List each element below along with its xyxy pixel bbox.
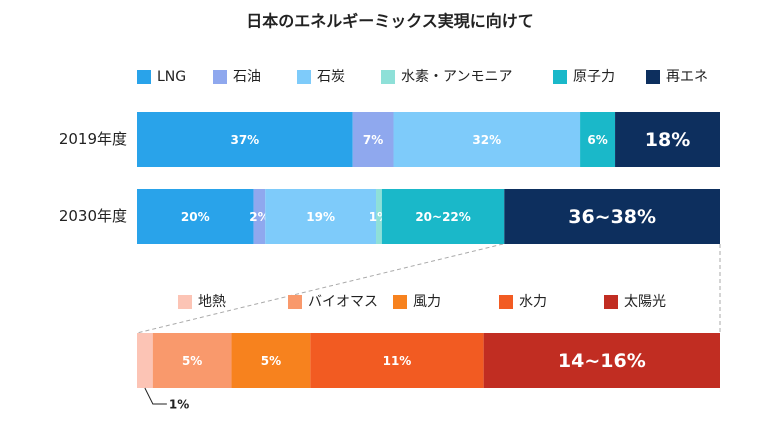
legend-label: 水力	[519, 294, 547, 310]
legend-label: 風力	[413, 294, 441, 310]
value-label: 36~38%	[568, 206, 656, 228]
legend-swatch	[393, 295, 407, 309]
bar-segment	[152, 333, 232, 388]
value-label: 20%	[181, 210, 210, 224]
legend-swatch	[178, 295, 192, 309]
bar-segment	[310, 333, 484, 388]
bar-segment	[615, 112, 720, 167]
bar-segment	[137, 189, 254, 244]
bar-segment	[137, 112, 353, 167]
value-label: 1%	[169, 398, 189, 412]
legend-label: LNG	[157, 69, 186, 85]
legend-swatch	[604, 295, 618, 309]
legend-label: バイオマス	[308, 294, 378, 310]
leader-line	[144, 387, 167, 405]
connector	[136, 243, 504, 334]
value-label: 37%	[230, 133, 259, 147]
bar-segment	[352, 112, 394, 167]
value-label: 14~16%	[558, 350, 646, 372]
bar-segment	[253, 189, 266, 244]
bar-segment	[376, 189, 382, 244]
legend-label: 石油	[233, 69, 261, 85]
bar-segment	[381, 189, 505, 244]
value-label: 32%	[472, 133, 501, 147]
value-label: 18%	[645, 129, 690, 151]
bar-segment	[580, 112, 616, 167]
legend-label: 石炭	[317, 69, 345, 85]
legend-label: 再エネ	[666, 69, 708, 85]
value-label: 11%	[383, 354, 412, 368]
value-label: 20~22%	[415, 210, 470, 224]
legend-label: 水素・アンモニア	[401, 69, 512, 85]
chart-title: 日本のエネルギーミックス実現に向けて	[246, 12, 534, 31]
value-label: 6%	[587, 133, 607, 147]
bar-segment	[231, 333, 311, 388]
bar-segment	[393, 112, 581, 167]
legend-swatch	[213, 70, 227, 84]
legend-swatch	[137, 70, 151, 84]
legend-swatch	[646, 70, 660, 84]
legend-swatch	[288, 295, 302, 309]
legend-label: 太陽光	[624, 294, 666, 310]
legend-swatch	[553, 70, 567, 84]
value-label: 7%	[363, 133, 383, 147]
y-tick-label: 2030年度	[59, 207, 127, 225]
value-label: 2%	[249, 210, 269, 224]
legend-label: 地熱	[198, 294, 226, 310]
legend-swatch	[297, 70, 311, 84]
bar-segment	[504, 189, 720, 244]
value-label: 19%	[306, 210, 335, 224]
y-tick-label: 2019年度	[59, 130, 127, 148]
bar-segment	[137, 333, 153, 388]
value-label: 5%	[261, 354, 281, 368]
legend-swatch	[381, 70, 395, 84]
value-label: 5%	[182, 354, 202, 368]
bar-segment	[265, 189, 377, 244]
legend-label: 原子力	[573, 69, 615, 85]
legend-swatch	[499, 295, 513, 309]
bar-segment	[483, 333, 720, 388]
